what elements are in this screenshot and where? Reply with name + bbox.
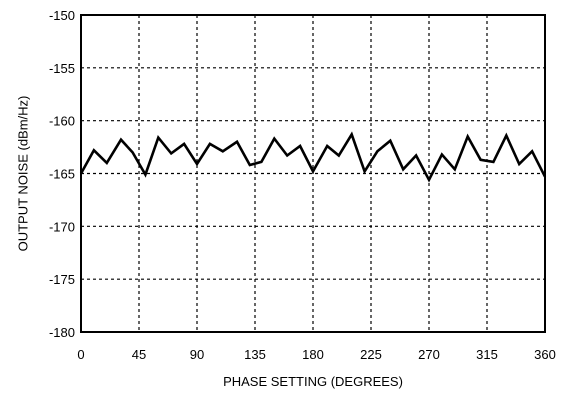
x-tick-label: 0: [77, 347, 84, 362]
y-axis-label: OUTPUT NOISE (dBm/Hz): [15, 96, 30, 252]
x-tick-label: 360: [534, 347, 556, 362]
y-tick-label: -180: [49, 325, 75, 340]
series-line-output-noise: [79, 131, 547, 183]
y-tick-label: -160: [49, 114, 75, 129]
plot-frame: [80, 14, 546, 333]
y-tick-labels: -150 -155 -160 -165 -170 -175 -180: [49, 8, 75, 340]
x-tick-label: 180: [302, 347, 324, 362]
x-tick-label: 225: [360, 347, 382, 362]
y-tick-label: -175: [49, 272, 75, 287]
x-tick-label: 270: [418, 347, 440, 362]
x-tick-label: 315: [476, 347, 498, 362]
x-tick-label: 90: [190, 347, 204, 362]
x-tick-labels: 0 45 90 135 180 225 270 315 360: [77, 347, 555, 362]
x-axis-label: PHASE SETTING (DEGREES): [223, 374, 403, 389]
y-tick-label: -170: [49, 219, 75, 234]
y-tick-label: -165: [49, 167, 75, 182]
y-tick-label: -150: [49, 8, 75, 23]
x-tick-label: 45: [132, 347, 146, 362]
x-tick-label: 135: [244, 347, 266, 362]
y-tick-label: -155: [49, 61, 75, 76]
